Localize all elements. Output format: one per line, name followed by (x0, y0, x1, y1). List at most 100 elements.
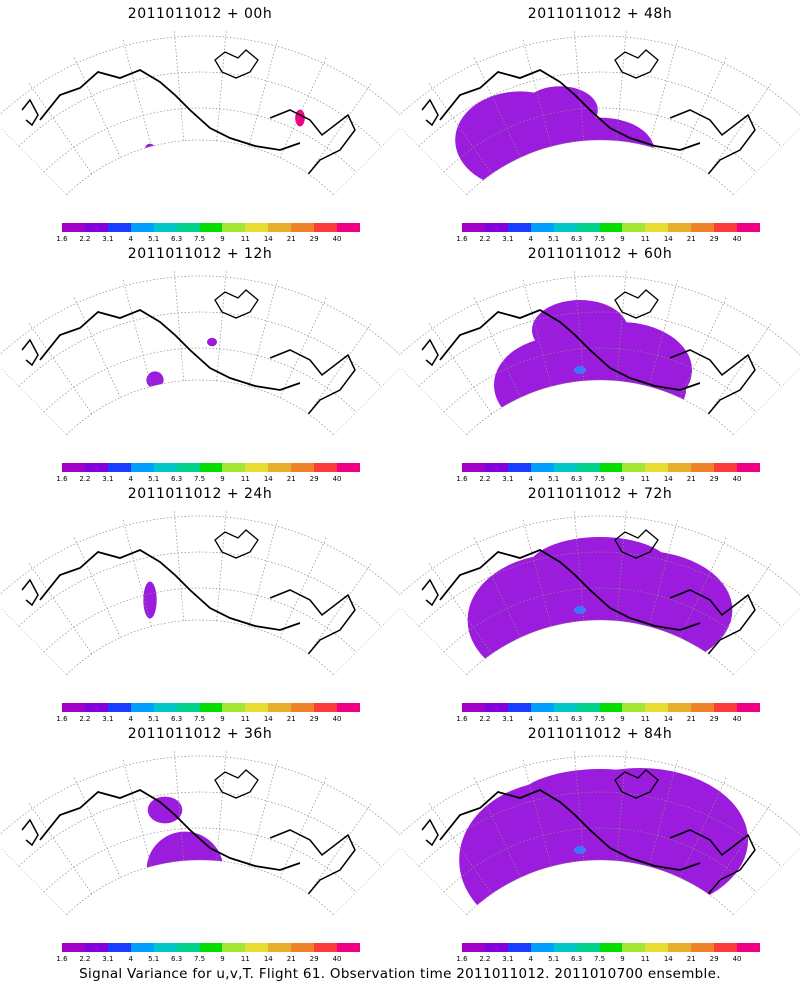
colorbar-tick-label: 3.1 (102, 475, 114, 483)
colorbar-swatch (645, 703, 669, 712)
colorbar-tick-label: 14 (663, 715, 673, 723)
colorbar-swatch (176, 703, 200, 712)
coastline (421, 98, 439, 127)
colorbar-swatch (268, 703, 292, 712)
colorbar-swatch (84, 223, 108, 232)
polar-map (0, 269, 400, 436)
colorbar (62, 943, 360, 952)
colorbar-labels: 1.6 2.2 3.1 4 5.1 6.3 7.5 9 11 14 21 29 40 (56, 955, 360, 965)
colorbar (462, 463, 760, 472)
variance-region (532, 300, 628, 360)
coastline (439, 308, 701, 391)
coastline (439, 788, 701, 871)
colorbar-tick-label: 5.1 (548, 955, 560, 963)
variance-region (574, 366, 586, 374)
colorbar-tick-label: 29 (709, 715, 719, 723)
colorbar-swatch (84, 703, 108, 712)
colorbar-swatch (737, 703, 760, 712)
colorbar-swatch (507, 463, 531, 472)
colorbar-tick-label: 7.5 (193, 715, 206, 723)
colorbar-tick-label: 21 (686, 955, 696, 963)
colorbar-labels: 1.6 2.2 3.1 4 5.1 6.3 7.5 9 11 14 21 29 40 (456, 235, 760, 245)
colorbar-swatch (268, 463, 292, 472)
colorbar-tick-label: 7.5 (593, 715, 606, 723)
colorbar-swatch (245, 223, 269, 232)
colorbar-tick-label: 6.3 (171, 715, 183, 723)
coastline (421, 338, 439, 367)
coastline (614, 49, 659, 79)
colorbar-swatch (691, 223, 715, 232)
map-panel: 2011011012 + 00h 1.6 2.2 3.1 4 5.1 6.3 7.5 9 11 14… (0, 0, 400, 243)
colorbar-swatch (153, 223, 177, 232)
variance-region (522, 86, 598, 134)
colorbar-tick-label: 21 (286, 955, 296, 963)
map-panel: 2011011012 + 24h 1.6 2.2 3.1 4 5.1 6.3 7.5 9 11 14… (0, 480, 400, 723)
colorbar-tick-label: 21 (686, 475, 696, 483)
colorbar-tick-label: 5.1 (148, 475, 160, 483)
colorbar-tick-label: 11 (640, 475, 650, 483)
colorbar-tick-label: 9 (220, 715, 225, 723)
colorbar-swatch (314, 943, 338, 952)
colorbar-labels: 1.6 2.2 3.1 4 5.1 6.3 7.5 9 11 14 21 29 40 (456, 955, 760, 965)
variance-region (163, 626, 207, 664)
colorbar-swatch (62, 463, 85, 472)
colorbar-tick-label: 11 (240, 715, 250, 723)
coastline (21, 818, 39, 847)
coastline (269, 109, 356, 179)
colorbar-labels: 1.6 2.2 3.1 4 5.1 6.3 7.5 9 11 14 21 29 40 (56, 715, 360, 725)
coastline (614, 769, 659, 799)
colorbar-tick-label: 40 (732, 475, 742, 483)
colorbar-tick-label: 3.1 (102, 955, 114, 963)
panel-title: 2011011012 + 12h (127, 246, 273, 262)
colorbar-tick-label: 3.1 (502, 715, 514, 723)
coastline (214, 289, 259, 319)
colorbar-swatch (291, 463, 315, 472)
colorbar-swatch (645, 223, 669, 232)
colorbar-swatch (245, 463, 269, 472)
colorbar-tick-label: 3.1 (102, 235, 114, 243)
colorbar-tick-label: 11 (240, 235, 250, 243)
colorbar-swatch (222, 703, 246, 712)
polar-map (400, 269, 800, 436)
colorbar-swatch (153, 703, 177, 712)
colorbar (62, 463, 360, 472)
colorbar-tick-label: 6.3 (571, 475, 583, 483)
colorbar (62, 703, 360, 712)
colorbar-swatch (714, 463, 738, 472)
colorbar-tick-label: 5.1 (148, 715, 160, 723)
coastline (669, 829, 756, 899)
colorbar-swatch (176, 943, 200, 952)
colorbar-tick-label: 21 (286, 715, 296, 723)
colorbar-tick-label: 9 (620, 955, 625, 963)
coastline (214, 529, 259, 559)
colorbar-tick-label: 1.6 (456, 715, 468, 723)
colorbar-swatch (153, 463, 177, 472)
colorbar-labels: 1.6 2.2 3.1 4 5.1 6.3 7.5 9 11 14 21 29 40 (456, 475, 760, 485)
colorbar-swatch (599, 943, 623, 952)
coastline (614, 529, 659, 559)
coastline (439, 68, 701, 151)
colorbar-swatch (245, 703, 269, 712)
variance-region (295, 109, 305, 127)
colorbar-tick-label: 5.1 (548, 715, 560, 723)
colorbar-swatch (530, 463, 554, 472)
coastline (269, 829, 356, 899)
colorbar-swatch (668, 463, 692, 472)
panel-title: 2011011012 + 84h (527, 726, 673, 742)
colorbar-tick-label: 11 (640, 235, 650, 243)
coastline (21, 578, 39, 607)
colorbar-tick-label: 5.1 (148, 235, 160, 243)
colorbar-tick-label: 9 (620, 715, 625, 723)
colorbar-swatch (507, 943, 531, 952)
colorbar-swatch (199, 223, 223, 232)
colorbar-tick-label: 14 (263, 235, 273, 243)
colorbar-tick-label: 6.3 (571, 715, 583, 723)
colorbar-tick-label: 11 (640, 955, 650, 963)
colorbar-swatch (576, 703, 600, 712)
colorbar-swatch (714, 943, 738, 952)
colorbar-tick-label: 7.5 (593, 475, 606, 483)
variance-region (193, 654, 217, 676)
colorbar-tick-label: 14 (663, 955, 673, 963)
colorbar-swatch (530, 223, 554, 232)
polar-map (400, 29, 800, 196)
